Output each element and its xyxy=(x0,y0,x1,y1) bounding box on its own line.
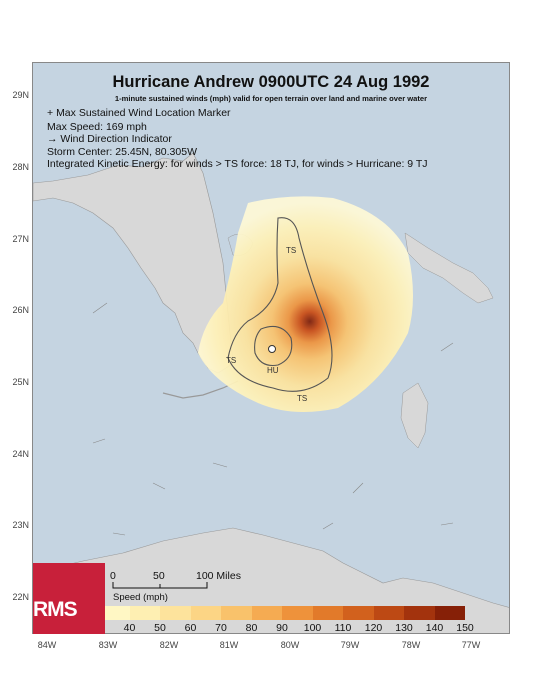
legend-swatch xyxy=(404,606,435,620)
legend-label: 140 xyxy=(425,622,444,634)
legend-swatch xyxy=(251,606,282,620)
lat-label: 28N xyxy=(12,162,29,172)
lat-label: 29N xyxy=(12,90,29,100)
legend-swatch xyxy=(160,606,191,620)
logo-text: RMS xyxy=(33,598,78,621)
rms-logo: RMS xyxy=(33,563,105,634)
lat-label: 26N xyxy=(12,305,29,315)
legend-swatch xyxy=(373,606,404,620)
marker-legend-line: + Max Sustained Wind Location Marker xyxy=(47,107,231,119)
lon-label: 77W xyxy=(461,640,481,650)
legend-label: 60 xyxy=(184,622,197,634)
contour-label: TS xyxy=(226,356,236,365)
speed-legend xyxy=(99,606,465,620)
lat-label: 23N xyxy=(12,520,29,530)
legend-swatch xyxy=(129,606,160,620)
legend-label: 50 xyxy=(154,622,166,634)
legend-swatch xyxy=(434,606,465,620)
wind-field xyxy=(198,196,413,412)
scale-label: 100 Miles xyxy=(196,570,241,582)
lon-label: 84W xyxy=(37,640,57,650)
bahamas-land xyxy=(404,232,494,304)
legend-label: 150 xyxy=(456,622,474,634)
hu-contour xyxy=(254,325,293,367)
legend-label: 130 xyxy=(395,622,413,634)
legend-label: 80 xyxy=(245,622,258,634)
legend-swatch xyxy=(312,606,343,620)
legend-swatch xyxy=(99,606,130,620)
legend-title: Speed (mph) xyxy=(113,592,168,603)
scale-label: 0 xyxy=(110,570,116,582)
lon-label: 83W xyxy=(98,640,118,650)
lat-label: 24N xyxy=(12,449,29,459)
storm-center-marker xyxy=(268,345,276,353)
legend-label: 90 xyxy=(276,622,288,634)
legend-label: 120 xyxy=(364,622,383,634)
contour-label: TS xyxy=(286,246,296,255)
max-speed: Max Speed: 169 mph xyxy=(47,121,147,133)
legend-label: 100 xyxy=(303,622,322,634)
legend-label: 40 xyxy=(123,622,136,634)
contour-label: HU xyxy=(267,366,279,375)
lon-label: 80W xyxy=(280,640,300,650)
contour-label: TS xyxy=(297,394,307,403)
andros-land xyxy=(400,382,429,449)
plus-marker-icon: + xyxy=(47,107,54,119)
arrow-label: Wind Direction Indicator xyxy=(60,133,172,145)
map-title: Hurricane Andrew 0900UTC 24 Aug 1992 xyxy=(112,73,430,91)
map-subtitle: 1-minute sustained winds (mph) valid for… xyxy=(114,94,428,103)
scale-bar xyxy=(112,582,208,589)
arrow-legend-line: → Wind Direction Indicator xyxy=(47,133,172,145)
legend-swatch xyxy=(221,606,252,620)
scale-label: 50 xyxy=(153,570,165,582)
legend-label: 110 xyxy=(334,622,352,634)
lon-label: 81W xyxy=(219,640,239,650)
lat-label: 22N xyxy=(12,592,29,602)
arrow-icon: → xyxy=(47,133,58,145)
ike-text: Integrated Kinetic Energy: for winds > T… xyxy=(47,158,428,170)
lon-label: 79W xyxy=(340,640,360,650)
ts-contour xyxy=(227,217,333,392)
legend-label: 70 xyxy=(215,622,227,634)
legend-swatch xyxy=(343,606,374,620)
storm-center-text: Storm Center: 25.45N, 80.305W xyxy=(47,146,197,158)
legend-swatch xyxy=(190,606,221,620)
lon-label: 82W xyxy=(159,640,179,650)
map-frame: TS TS TS HU xyxy=(32,62,510,634)
lat-label: 25N xyxy=(12,377,29,387)
marker-label: Max Sustained Wind Location Marker xyxy=(56,107,231,119)
legend-swatch xyxy=(282,606,313,620)
lat-label: 27N xyxy=(12,234,29,244)
wind-direction-arrows xyxy=(92,302,454,536)
lon-label: 78W xyxy=(401,640,421,650)
